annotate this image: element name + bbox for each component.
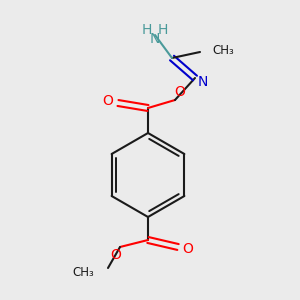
Text: O: O	[111, 248, 122, 262]
Text: O: O	[103, 94, 113, 108]
Text: N: N	[150, 32, 160, 46]
Text: H: H	[142, 23, 152, 37]
Text: O: O	[175, 85, 185, 99]
Text: CH₃: CH₃	[212, 44, 234, 56]
Text: CH₃: CH₃	[72, 266, 94, 278]
Text: N: N	[198, 75, 208, 89]
Text: H: H	[158, 23, 168, 37]
Text: O: O	[183, 242, 194, 256]
